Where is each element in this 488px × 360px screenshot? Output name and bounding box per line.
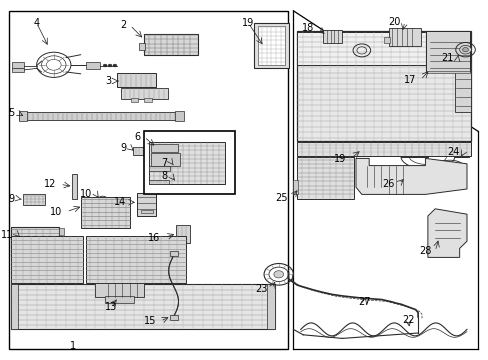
Bar: [150, 153, 180, 166]
Bar: [59, 247, 63, 254]
Bar: [297, 157, 353, 199]
Bar: [144, 131, 234, 194]
Bar: [81, 197, 129, 228]
Bar: [297, 142, 470, 156]
Bar: [117, 73, 156, 87]
Circle shape: [459, 45, 470, 54]
Text: 23: 23: [255, 284, 267, 294]
Text: 20: 20: [388, 17, 400, 27]
Bar: [139, 43, 145, 50]
Text: 1: 1: [70, 341, 76, 351]
Text: 17: 17: [404, 75, 416, 85]
Bar: [454, 63, 470, 112]
Text: 19: 19: [333, 154, 346, 164]
Circle shape: [113, 64, 117, 67]
Circle shape: [273, 271, 283, 278]
Text: 13: 13: [105, 302, 118, 312]
Text: 8: 8: [161, 171, 167, 181]
Text: 10: 10: [80, 189, 92, 199]
Bar: [59, 228, 63, 235]
Bar: [254, 23, 288, 68]
Bar: [19, 112, 180, 120]
Text: 19: 19: [242, 18, 254, 28]
Bar: [121, 88, 167, 99]
Bar: [85, 236, 185, 283]
Text: 7: 7: [161, 158, 167, 168]
Text: 9: 9: [8, 194, 15, 204]
Text: 21: 21: [441, 53, 453, 63]
Text: 28: 28: [418, 246, 430, 256]
Bar: [149, 166, 169, 171]
Bar: [175, 111, 183, 121]
Bar: [72, 174, 77, 199]
Text: 5: 5: [8, 108, 15, 118]
Bar: [170, 315, 178, 320]
Bar: [149, 142, 224, 184]
Bar: [12, 62, 24, 68]
Bar: [11, 284, 274, 329]
Bar: [170, 251, 178, 256]
Bar: [23, 194, 45, 205]
Bar: [297, 32, 470, 65]
Bar: [133, 147, 148, 155]
Text: 16: 16: [148, 233, 160, 243]
Bar: [85, 62, 100, 69]
Text: 9: 9: [120, 143, 126, 153]
Bar: [176, 225, 189, 243]
Polygon shape: [355, 158, 466, 194]
Bar: [105, 296, 134, 303]
Bar: [137, 193, 156, 216]
Text: 27: 27: [357, 297, 370, 307]
Bar: [149, 180, 168, 184]
Bar: [95, 283, 144, 297]
Text: 18: 18: [302, 23, 314, 33]
Text: 26: 26: [382, 179, 394, 189]
Text: 14: 14: [114, 197, 126, 207]
Bar: [131, 98, 138, 102]
Circle shape: [108, 64, 112, 67]
Text: 22: 22: [401, 315, 414, 325]
Circle shape: [462, 48, 468, 52]
Bar: [388, 28, 420, 46]
Text: 15: 15: [144, 316, 156, 326]
Bar: [150, 144, 177, 152]
Bar: [144, 34, 198, 55]
Text: 2: 2: [120, 20, 126, 30]
Text: 3: 3: [105, 76, 111, 86]
Bar: [82, 203, 93, 209]
Bar: [12, 68, 24, 72]
Bar: [19, 111, 27, 121]
Polygon shape: [427, 209, 466, 257]
Text: 6: 6: [134, 132, 140, 142]
Bar: [9, 11, 287, 349]
Text: 12: 12: [44, 179, 56, 189]
Bar: [144, 98, 151, 102]
Bar: [297, 31, 470, 141]
Bar: [383, 37, 389, 43]
Bar: [11, 227, 59, 258]
Bar: [322, 30, 342, 43]
Bar: [258, 26, 284, 65]
Bar: [11, 284, 18, 329]
Text: 4: 4: [34, 18, 40, 28]
Circle shape: [103, 64, 107, 67]
Bar: [59, 236, 63, 243]
Text: 10: 10: [50, 207, 62, 217]
Bar: [11, 236, 83, 283]
Bar: [426, 71, 469, 73]
Text: 25: 25: [274, 193, 287, 203]
Bar: [426, 31, 469, 72]
Text: 24: 24: [447, 147, 459, 157]
Bar: [293, 180, 298, 194]
Text: 11: 11: [1, 230, 14, 240]
Bar: [267, 284, 274, 329]
Bar: [141, 210, 152, 213]
